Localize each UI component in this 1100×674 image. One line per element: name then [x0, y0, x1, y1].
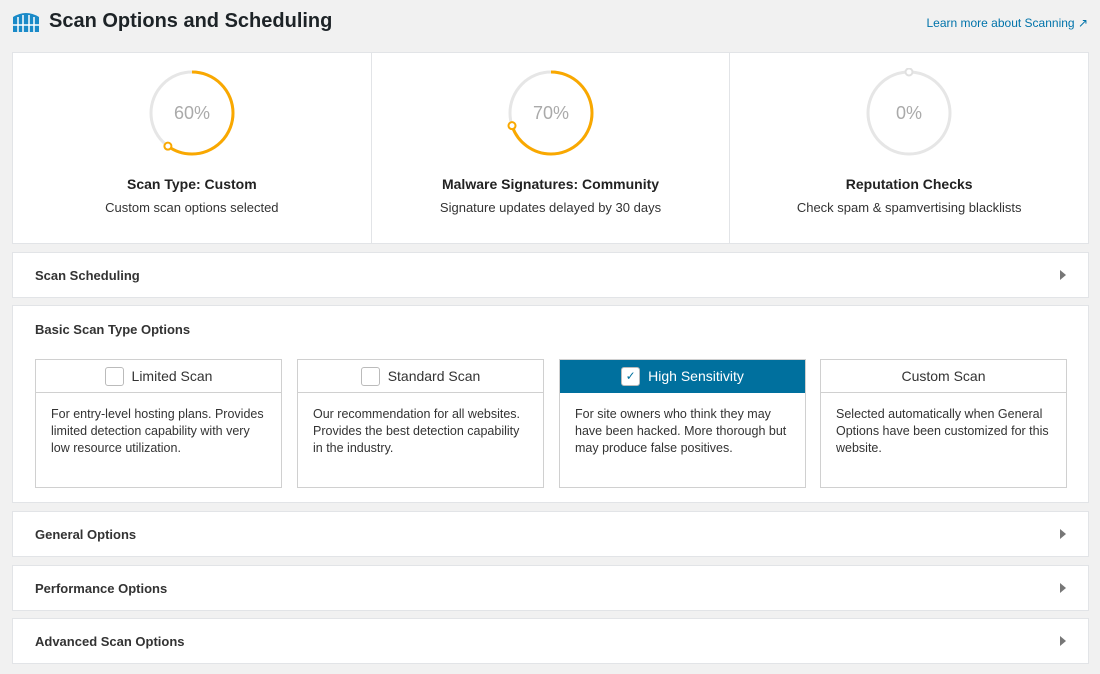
option-description: Selected automatically when General Opti…: [836, 407, 1049, 455]
ring-percent-label: 70%: [532, 103, 568, 123]
ring-end-dot: [904, 68, 914, 77]
checkbox[interactable]: [104, 366, 124, 386]
progress-ring: 60%: [149, 70, 235, 156]
ring-end-dot: [507, 121, 517, 131]
caret-right-icon: [1060, 583, 1066, 593]
page-title: Scan Options and Scheduling: [49, 10, 333, 32]
option-label: Standard Scan: [387, 368, 481, 384]
option-label: Custom Scan: [901, 368, 986, 384]
stat-title: Scan Type: Custom: [127, 176, 257, 192]
ring-progress: [149, 70, 235, 156]
option-limited-scan[interactable]: Limited Scan For entry-level hosting plan…: [35, 359, 282, 488]
learn-more-label: Learn more about Scanning: [926, 16, 1075, 30]
section-general-options[interactable]: General Options: [12, 511, 1089, 557]
section-scan-scheduling[interactable]: Scan Scheduling: [12, 252, 1089, 298]
external-link-icon: ↗: [1077, 16, 1088, 30]
section-title: Advanced Scan Options: [35, 633, 185, 649]
option-high-sensitivity[interactable]: ✓ High Sensitivity For site owners who thi…: [559, 359, 806, 488]
caret-right-icon: [1060, 636, 1066, 646]
stat-scan-type: 60% Scan Type: Custom Custom scan options …: [13, 53, 372, 243]
stat-subtitle: Check spam & spamvertising blacklists: [796, 200, 1022, 215]
stat-subtitle: Custom scan options selected: [105, 200, 279, 215]
option-standard-scan[interactable]: Standard Scan Our recommendation for all …: [297, 359, 544, 488]
section-performance-options[interactable]: Performance Options: [12, 565, 1089, 611]
section-title: Performance Options: [35, 580, 168, 596]
learn-more-link[interactable]: Learn more about Scanning ↗: [926, 16, 1088, 30]
option-description: For site owners who think they may have …: [575, 407, 787, 455]
checkmark-icon: ✓: [625, 369, 636, 383]
ring-progress: [508, 70, 593, 156]
ring-percent-label: 60%: [174, 103, 210, 123]
section-advanced-scan-options[interactable]: Advanced Scan Options: [12, 618, 1089, 664]
stat-reputation-checks: 0% Reputation Checks Check spam & spamvert…: [730, 53, 1088, 243]
checkbox-checked[interactable]: ✓: [621, 366, 641, 386]
ring-percent-label: 0%: [896, 103, 922, 123]
stat-title: Malware Signatures: Community: [441, 176, 660, 192]
checkbox[interactable]: [360, 366, 380, 386]
option-custom-scan[interactable]: Custom Scan Selected automatically when G…: [820, 359, 1067, 488]
scan-stats-panel: 60% Scan Type: Custom Custom scan options …: [12, 52, 1089, 244]
option-description: Our recommendation for all websites. Pro…: [313, 407, 521, 455]
stat-title: Reputation Checks: [845, 176, 973, 192]
caret-right-icon: [1060, 270, 1066, 280]
caret-right-icon: [1060, 529, 1066, 539]
basic-scan-type-section: Basic Scan Type Options Limited Scan For …: [12, 305, 1089, 503]
ring-end-dot: [163, 141, 173, 151]
section-title: General Options: [35, 526, 137, 542]
option-label: Limited Scan: [131, 368, 213, 384]
page-header: Scan Options and Scheduling: [12, 10, 332, 33]
wordfence-logo-icon: [13, 12, 39, 32]
section-title: Basic Scan Type Options: [35, 322, 191, 337]
stat-subtitle: Signature updates delayed by 30 days: [439, 200, 662, 215]
option-description: For entry-level hosting plans. Provides …: [51, 407, 264, 455]
stat-malware-signatures: 70% Malware Signatures: Community Signatur…: [372, 53, 731, 243]
section-title: Scan Scheduling: [35, 267, 140, 283]
progress-ring: 70%: [507, 70, 593, 156]
progress-ring: 0%: [866, 68, 952, 156]
option-label: High Sensitivity: [648, 368, 744, 384]
